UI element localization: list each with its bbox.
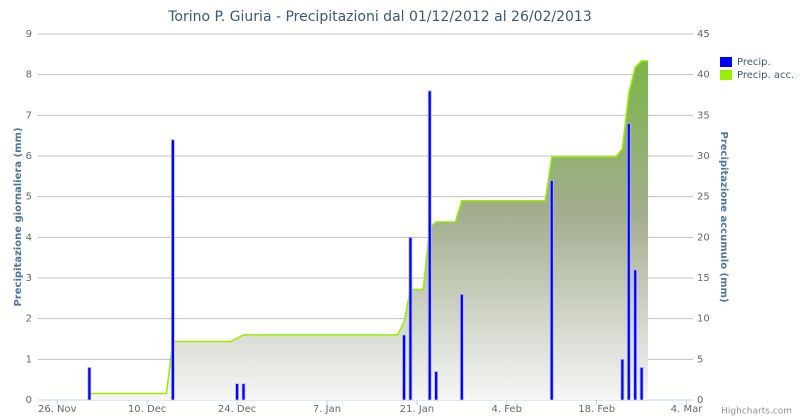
- legend-swatch: [720, 70, 732, 80]
- x-tick-label: 18. Feb: [578, 404, 615, 415]
- y-tick-label: 5: [26, 192, 32, 203]
- x-tick-label: 21. Jan: [400, 404, 435, 415]
- y-tick-label: 1: [26, 354, 32, 365]
- y2-tick-label: 40: [697, 70, 710, 81]
- y-tick-label: 6: [26, 151, 32, 162]
- area: [89, 60, 649, 401]
- bar: [549, 179, 554, 401]
- bar: [633, 269, 638, 401]
- bar: [427, 90, 432, 401]
- y-tick-label: 9: [26, 29, 32, 40]
- bar: [639, 367, 644, 401]
- y2-tick-label: 35: [697, 110, 710, 121]
- y2-tick-label: 5: [697, 354, 703, 365]
- bar: [620, 358, 625, 401]
- x-tick-label: 4. Mar: [671, 404, 703, 415]
- legend-label[interactable]: Precip.: [737, 57, 771, 68]
- y-tick-label: 8: [26, 70, 32, 81]
- y2-axis-title: Precipitazione accumulo (mm): [718, 131, 729, 302]
- y2-tick-label: 20: [697, 232, 710, 243]
- y2-tick-label: 30: [697, 151, 710, 162]
- credits[interactable]: Highcharts.com: [721, 407, 792, 417]
- y2-tick-label: 10: [697, 314, 710, 325]
- bar: [170, 139, 175, 401]
- y-tick-label: 4: [26, 232, 32, 243]
- y-tick-label: 7: [26, 110, 32, 121]
- x-tick-label: 7. Jan: [313, 404, 341, 415]
- x-tick-label: 10. Dec: [128, 404, 166, 415]
- y2-tick-label: 25: [697, 192, 710, 203]
- bar: [402, 334, 406, 401]
- y2-tick-label: 0: [697, 395, 703, 406]
- x-tick-label: 24. Dec: [218, 404, 256, 415]
- bar: [87, 367, 92, 401]
- x-tick-label: 26. Nov: [38, 404, 77, 415]
- legend-swatch: [720, 57, 732, 67]
- legend-label[interactable]: Precip. acc.: [737, 70, 794, 81]
- y-tick-label: 3: [26, 273, 32, 284]
- y2-tick-label: 45: [697, 29, 710, 40]
- y-tick-label: 2: [26, 314, 32, 325]
- bar: [459, 293, 464, 401]
- x-tick-label: 4. Feb: [492, 404, 522, 415]
- bar: [235, 383, 239, 401]
- area-line: [89, 60, 649, 395]
- y2-tick-label: 15: [697, 273, 710, 284]
- bar: [241, 383, 246, 401]
- bar: [626, 123, 631, 401]
- y-tick-label: 0: [26, 395, 32, 406]
- bar: [434, 371, 439, 401]
- bar: [408, 236, 413, 401]
- chart-title: Torino P. Giuria - Precipitazioni dal 01…: [167, 9, 592, 25]
- y-axis-title: Precipitazione giornaliera (mm): [13, 127, 24, 306]
